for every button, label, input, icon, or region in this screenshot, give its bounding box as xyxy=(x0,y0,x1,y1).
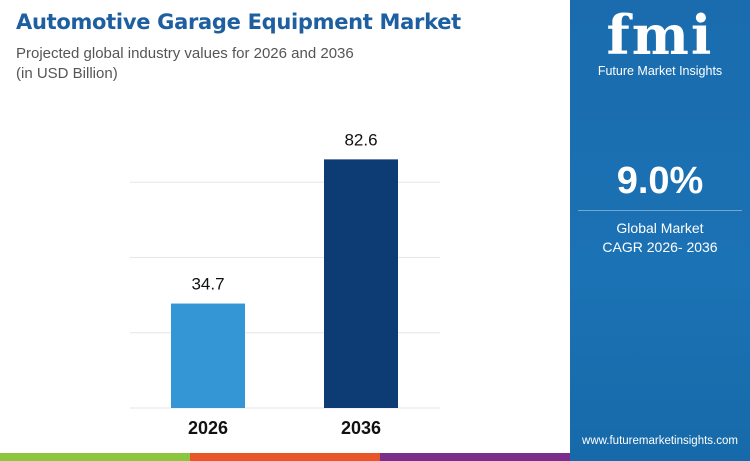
footer-stripe-purple xyxy=(380,453,570,461)
footer-stripe-orange xyxy=(190,453,380,461)
fmi-logo: fmi Future Market Insights xyxy=(570,8,750,78)
side-panel: fmi Future Market Insights 9.0% Global M… xyxy=(570,0,750,461)
website-link[interactable]: www.futuremarketinsights.com xyxy=(582,435,738,447)
cagr-value: 9.0% xyxy=(616,160,704,202)
data-label: 82.6 xyxy=(344,130,377,149)
data-label: 34.7 xyxy=(191,275,224,294)
x-tick-label: 2026 xyxy=(188,418,228,438)
x-tick-label: 2036 xyxy=(341,418,381,438)
unit-text: (in USD Billion) xyxy=(16,65,118,82)
chart-title: Automotive Garage Equipment Market xyxy=(16,10,461,34)
logo-mark: fmi xyxy=(606,3,714,67)
divider xyxy=(578,210,742,211)
subtitle-text: Projected global industry values for 202… xyxy=(16,45,354,62)
logo-name: Future Market Insights xyxy=(597,64,723,78)
bar-chart: 34.7 2026 82.6 2036 xyxy=(130,130,440,438)
footer-stripe-green xyxy=(0,453,190,461)
cagr-label-1: Global Market xyxy=(616,220,704,236)
bar-2036 xyxy=(324,159,398,408)
chart-subtitle: Projected global industry values for 202… xyxy=(16,44,496,84)
cagr-label-2: CAGR 2026- 2036 xyxy=(602,239,718,255)
bar-2026 xyxy=(171,303,245,408)
cagr-label: Global Market CAGR 2026- 2036 xyxy=(570,219,750,257)
